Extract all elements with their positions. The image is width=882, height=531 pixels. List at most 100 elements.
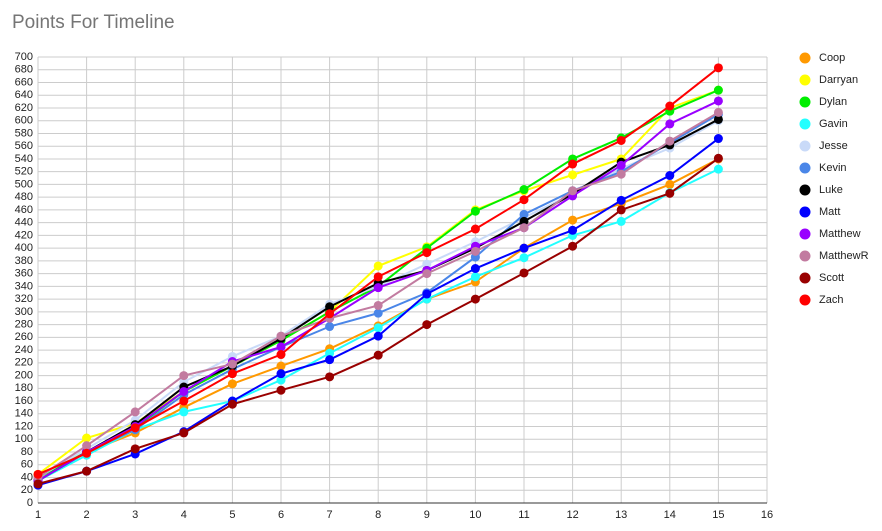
legend-marker <box>799 228 811 240</box>
y-tick-label: 80 <box>21 446 33 458</box>
data-point <box>568 170 578 180</box>
data-point <box>373 308 383 318</box>
data-point <box>179 387 189 396</box>
y-tick-label: 40 <box>21 471 33 483</box>
legend-marker <box>799 184 811 196</box>
data-point <box>422 289 432 299</box>
data-point <box>179 396 189 406</box>
data-point <box>422 269 432 279</box>
data-point <box>33 469 43 479</box>
legend-label: Kevin <box>819 162 847 174</box>
y-tick-label: 680 <box>15 64 33 76</box>
data-point <box>665 188 675 198</box>
data-point <box>373 300 383 310</box>
data-point <box>325 322 335 332</box>
data-point <box>276 375 286 385</box>
legend-marker <box>799 118 811 130</box>
data-point <box>616 135 626 145</box>
data-point <box>82 441 92 451</box>
data-point <box>470 264 480 274</box>
data-point <box>665 101 675 111</box>
data-point <box>130 423 140 433</box>
data-point <box>568 225 578 235</box>
data-point <box>422 320 432 330</box>
data-point <box>130 407 140 417</box>
data-point <box>568 215 578 225</box>
x-tick-label: 9 <box>424 509 430 521</box>
y-tick-label: 300 <box>15 306 33 318</box>
data-point <box>713 107 723 117</box>
data-point <box>470 272 480 282</box>
data-point <box>325 302 335 312</box>
x-tick-label: 16 <box>761 509 773 521</box>
legend-label: MatthewR <box>819 250 869 262</box>
legend-marker <box>799 52 811 64</box>
y-tick-label: 540 <box>15 153 33 165</box>
legend-label: Zach <box>819 294 843 306</box>
data-point <box>82 433 92 443</box>
data-point <box>179 371 189 381</box>
y-tick-label: 700 <box>15 51 33 63</box>
y-tick-label: 560 <box>15 140 33 152</box>
data-point <box>227 399 237 409</box>
y-tick-label: 180 <box>15 382 33 394</box>
data-point <box>713 134 723 144</box>
y-tick-label: 460 <box>15 204 33 216</box>
data-point <box>568 186 578 196</box>
data-point <box>519 243 529 253</box>
data-point <box>616 216 626 226</box>
x-tick-label: 5 <box>229 509 235 521</box>
y-tick-label: 240 <box>15 344 33 356</box>
data-point <box>470 294 480 304</box>
data-point <box>325 355 335 365</box>
data-point <box>713 96 723 106</box>
data-point <box>519 209 529 219</box>
y-tick-label: 360 <box>15 268 33 280</box>
x-tick-label: 10 <box>469 509 481 521</box>
x-tick-label: 11 <box>518 509 529 521</box>
data-point <box>325 372 335 382</box>
y-tick-label: 20 <box>21 484 33 496</box>
legend-marker <box>799 162 811 174</box>
data-point <box>616 160 626 170</box>
data-point <box>665 119 675 129</box>
data-point <box>179 407 189 417</box>
y-tick-label: 100 <box>15 433 33 445</box>
y-tick-label: 620 <box>15 102 33 114</box>
data-point <box>373 323 383 333</box>
data-point <box>227 379 237 389</box>
data-point <box>373 272 383 282</box>
legend-label: Jesse <box>819 140 848 152</box>
legend-label: Matthew <box>819 228 861 240</box>
data-point <box>325 309 335 319</box>
data-point <box>227 369 237 379</box>
data-point <box>179 428 189 438</box>
legend-label: Darryan <box>819 74 858 86</box>
data-point <box>130 444 140 454</box>
y-tick-label: 160 <box>15 395 33 407</box>
y-tick-label: 520 <box>15 166 33 178</box>
data-point <box>373 283 383 293</box>
x-tick-label: 15 <box>712 509 724 521</box>
x-tick-label: 8 <box>375 509 381 521</box>
chart-title: Points For Timeline <box>12 12 175 33</box>
y-tick-label: 500 <box>15 178 33 190</box>
y-tick-label: 600 <box>15 115 33 127</box>
data-point <box>519 223 529 233</box>
data-point <box>276 350 286 360</box>
x-tick-label: 12 <box>566 509 578 521</box>
y-tick-label: 140 <box>15 408 33 420</box>
data-point <box>616 195 626 205</box>
legend-label: Gavin <box>819 118 848 130</box>
legend-marker <box>799 250 811 262</box>
data-point <box>665 179 675 189</box>
data-point <box>713 164 723 174</box>
x-tick-label: 1 <box>35 509 41 521</box>
data-point <box>713 153 723 163</box>
x-tick-label: 2 <box>84 509 90 521</box>
data-point <box>325 348 335 358</box>
y-tick-label: 320 <box>15 293 33 305</box>
data-point <box>519 185 529 195</box>
x-tick-label: 7 <box>327 509 333 521</box>
data-point <box>568 241 578 251</box>
